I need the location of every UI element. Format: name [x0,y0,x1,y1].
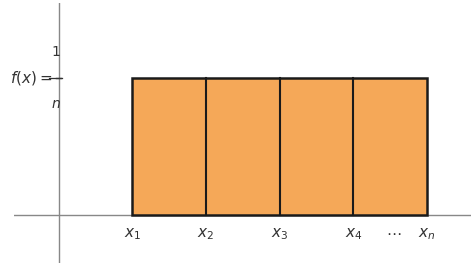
Text: $x_n$: $x_n$ [418,226,436,242]
Bar [132,78,427,215]
Text: $n$: $n$ [51,97,61,111]
Text: $1$: $1$ [51,45,60,59]
Text: $x_2$: $x_2$ [197,226,215,242]
Text: $x_3$: $x_3$ [271,226,288,242]
Text: $\cdots$: $\cdots$ [386,226,401,240]
Text: $f(x){=}$: $f(x){=}$ [10,69,53,87]
Text: $x_1$: $x_1$ [124,226,141,242]
Text: $x_4$: $x_4$ [345,226,362,242]
